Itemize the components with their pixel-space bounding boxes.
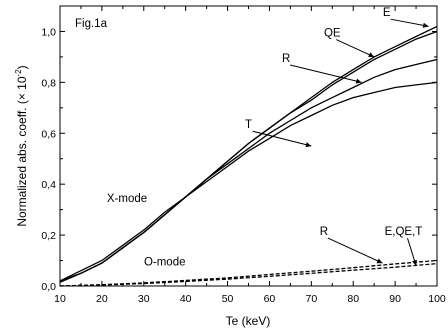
annotation-label: T: [245, 119, 252, 131]
x-tick-label: 90: [389, 293, 401, 305]
y-tick-label: 0,8: [41, 77, 56, 89]
annotation-arrowhead: [305, 142, 312, 148]
x-tick-label: 80: [347, 293, 359, 305]
y-tick-label: 1,0: [41, 26, 56, 38]
y-tick-label: 0,2: [41, 230, 56, 242]
y-axis-title-exponent: -2: [14, 69, 23, 77]
annotation-label: E,QE,T: [385, 226, 423, 238]
series-line-x-mode-qe: [59, 30, 438, 283]
annotation-label: O-mode: [144, 257, 186, 269]
annotation-arrowhead: [422, 22, 429, 28]
x-tick-label: 50: [222, 293, 234, 305]
y-axis-title-close: ): [15, 65, 29, 69]
annotation-label: E: [383, 7, 391, 19]
annotation-arrowhead: [355, 78, 362, 84]
series-layer: [59, 25, 438, 287]
annotation-arrow-line: [390, 18, 429, 27]
x-tick-label: 20: [96, 293, 108, 305]
x-tick-label: 30: [138, 293, 150, 305]
series-line-x-mode-e: [59, 25, 438, 283]
x-tick-label: 40: [180, 293, 192, 305]
y-tick-label: 0,4: [41, 179, 56, 191]
annotation-arrow-line: [336, 39, 375, 58]
annotation-label: QE: [324, 28, 341, 40]
y-tick-label: 0,6: [41, 128, 56, 140]
ticks-layer: 10 20 30 40 50 60 70 80 90 100 0,0 0,2 0,4 0,6 0,8 1,0: [41, 5, 446, 305]
y-axis-title: Normalized abs. coeff. (× 10-2): [14, 65, 29, 226]
annotation-arrow-line: [252, 130, 312, 147]
annotation-arrowhead: [368, 52, 375, 57]
y-axis-title-main: Normalized abs. coeff. (× 10: [15, 76, 29, 227]
x-tick-label: 60: [264, 293, 276, 305]
annotations-layer: E QE R T X-mode O-mode R E,QE,T: [107, 7, 429, 269]
annotation-label: R: [320, 226, 328, 238]
series-line-o-mode-r: [59, 259, 438, 287]
annotation-arrowhead: [412, 259, 417, 266]
x-axis-title: Te (keV): [226, 314, 271, 328]
x-tick-label: 70: [305, 293, 317, 305]
panel-label: Fig.1a: [75, 18, 108, 30]
annotation-arrowhead: [376, 258, 383, 264]
x-tick-label: 10: [54, 293, 66, 305]
annotation-label: R: [282, 53, 290, 65]
annotation-label: X-mode: [107, 193, 147, 205]
x-tick-label: 100: [428, 293, 446, 305]
series-line-x-mode-t: [59, 81, 438, 282]
annotation-arrow-line: [290, 64, 362, 83]
annotation-arrow-line: [327, 237, 383, 264]
series-line-o-mode-e-qe-t: [59, 262, 438, 287]
plot-frame: [59, 5, 438, 287]
y-tick-label: 0,0: [41, 281, 56, 293]
series-line-x-mode-r: [59, 58, 438, 282]
